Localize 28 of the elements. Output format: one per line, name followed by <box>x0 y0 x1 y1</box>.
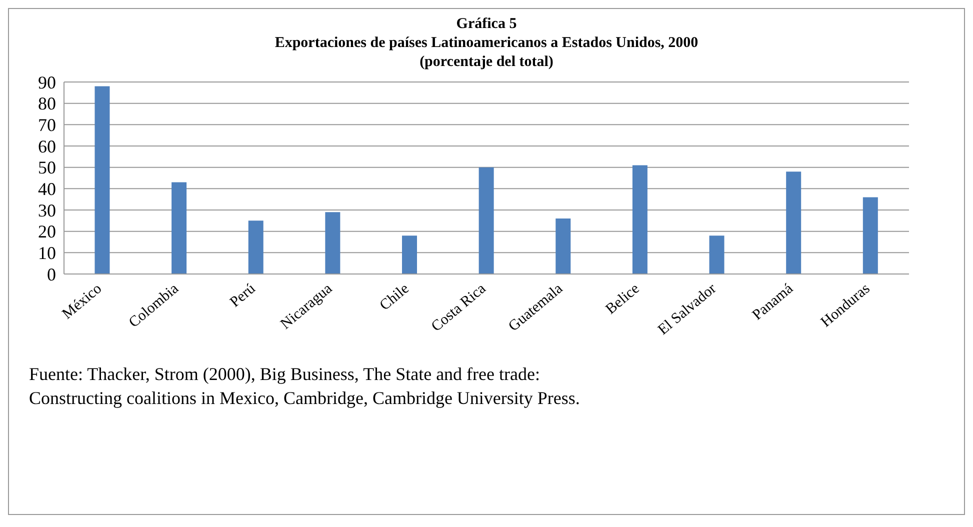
bar <box>248 220 264 274</box>
y-tick-label: 0 <box>47 264 56 284</box>
bar <box>172 182 187 274</box>
y-tick-label: 70 <box>38 115 56 136</box>
y-tick-label: 80 <box>38 94 56 114</box>
bar <box>709 236 724 274</box>
bar <box>402 236 417 274</box>
bar <box>862 197 878 274</box>
y-tick-label: 50 <box>38 158 56 178</box>
x-tick-label: Perú <box>227 280 259 311</box>
y-tick-label: 60 <box>38 136 56 156</box>
bar <box>325 212 340 274</box>
y-tick-label: 20 <box>38 222 56 242</box>
y-tick-label: 40 <box>38 179 56 200</box>
source-note: Fuente: Thacker, Strom (2000), Big Business, The State and free trade: <box>29 363 541 386</box>
bar <box>632 165 648 274</box>
x-tick-label: Costa Rica <box>428 280 490 336</box>
y-tick-label: 10 <box>38 243 56 264</box>
bar <box>94 86 110 274</box>
x-tick-label: Chile <box>377 280 413 314</box>
chart-title: Gráfica 5 <box>455 15 518 34</box>
bar <box>478 167 494 274</box>
y-tick-label: 90 <box>38 72 56 92</box>
bar <box>556 218 571 274</box>
y-tick-label: 30 <box>38 200 56 220</box>
chart-subtitle: Exportaciones de países Latinoamericanos a Estados Unidos, 2000 (porcentaje del total) <box>274 34 700 72</box>
text: Constructing coalitions in Mexico, Cambridge, Cambridge University Press. <box>29 387 581 410</box>
bar <box>786 172 802 274</box>
